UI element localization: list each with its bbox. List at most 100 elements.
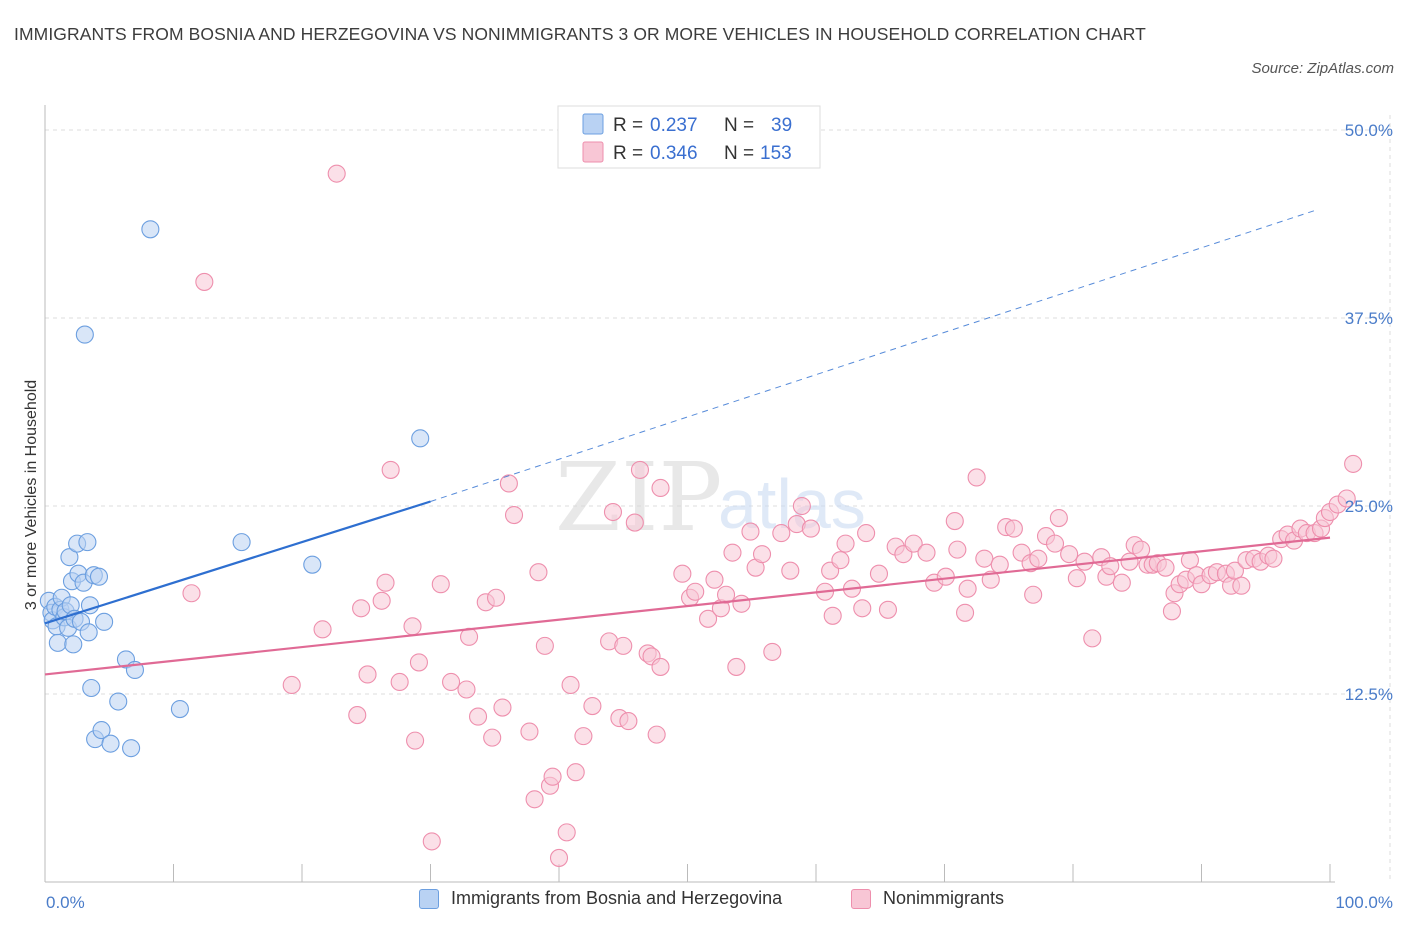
gridlines: [45, 115, 1391, 882]
point-bosnia: [109, 692, 128, 711]
point-nonimmigrants: [327, 164, 346, 183]
point-nonimmigrants: [566, 763, 585, 782]
legend-r-label: R =: [613, 115, 643, 136]
point-nonimmigrants: [619, 712, 638, 731]
point-nonimmigrants: [348, 706, 367, 725]
point-nonimmigrants: [603, 502, 623, 522]
point-nonimmigrants: [823, 606, 842, 625]
point-nonimmigrants: [853, 599, 872, 618]
point-nonimmigrants: [673, 564, 692, 583]
point-nonimmigrants: [376, 573, 395, 592]
point-nonimmigrants: [699, 609, 718, 628]
y-tick-labels: 12.5% 25.0% 37.5% 50.0%: [1345, 121, 1393, 704]
point-nonimmigrants: [705, 570, 724, 589]
legend-swatch-pink: [851, 888, 871, 909]
point-bosnia: [64, 635, 83, 654]
point-nonimmigrants: [651, 478, 670, 498]
point-nonimmigrants: [904, 534, 923, 553]
point-nonimmigrants: [431, 575, 450, 594]
legend-r-value: 0.346: [650, 143, 698, 164]
point-nonimmigrants: [878, 600, 898, 619]
point-nonimmigrants: [282, 675, 301, 695]
axes: [44, 105, 1335, 883]
point-nonimmigrants: [1112, 573, 1131, 592]
point-nonimmigrants: [630, 460, 650, 479]
point-nonimmigrants: [529, 563, 548, 582]
point-nonimmigrants: [182, 584, 201, 603]
watermark-zip: ZIP: [555, 443, 722, 553]
point-nonimmigrants: [442, 672, 461, 692]
y-tick-label: 12.5%: [1345, 685, 1393, 704]
point-nonimmigrants: [1156, 558, 1175, 577]
point-nonimmigrants: [381, 460, 400, 479]
point-nonimmigrants: [504, 505, 524, 525]
point-nonimmigrants: [857, 524, 876, 543]
point-nonimmigrants: [723, 543, 742, 562]
point-nonimmigrants: [549, 848, 569, 867]
series-nonimmigrants: [182, 164, 1363, 867]
legend-n-label: N =: [724, 143, 754, 164]
legend-n-value: 153: [760, 143, 792, 164]
point-nonimmigrants: [422, 832, 441, 851]
point-nonimmigrants: [390, 672, 409, 692]
point-nonimmigrants: [958, 579, 977, 598]
point-bosnia: [232, 533, 251, 552]
point-nonimmigrants: [686, 582, 705, 601]
point-nonimmigrants: [647, 725, 666, 744]
point-nonimmigrants: [574, 727, 593, 746]
point-nonimmigrants: [917, 543, 936, 562]
point-nonimmigrants: [741, 522, 760, 541]
point-nonimmigrants: [457, 680, 476, 699]
point-nonimmigrants: [1162, 602, 1181, 621]
bottom-legend: Immigrants from Bosnia and Herzegovina N…: [0, 888, 1406, 918]
point-nonimmigrants: [781, 561, 800, 580]
point-nonimmigrants: [836, 534, 855, 553]
point-nonimmigrants: [358, 665, 377, 684]
point-nonimmigrants: [956, 603, 975, 622]
point-nonimmigrants: [831, 551, 850, 570]
point-bosnia: [75, 325, 94, 344]
legend-r-value: 0.237: [650, 115, 698, 136]
point-bosnia: [122, 739, 141, 758]
point-nonimmigrants: [1344, 454, 1363, 473]
legend-swatch-blue: [582, 113, 604, 135]
correlation-legend: R = 0.237 N = 39 R = 0.346 N = 153: [557, 105, 821, 169]
point-nonimmigrants: [732, 594, 751, 613]
point-bosnia: [82, 678, 101, 698]
point-nonimmigrants: [727, 657, 746, 676]
point-nonimmigrants: [936, 567, 955, 586]
point-nonimmigrants: [525, 790, 544, 809]
point-nonimmigrants: [493, 698, 512, 717]
legend-label-nonimmigrants: Nonimmigrants: [883, 888, 1005, 908]
legend-n-label: N =: [724, 115, 754, 136]
trend-line-bosnia: [44, 500, 431, 625]
trend-line-nonimmigrants: [44, 536, 1331, 676]
legend-swatch-blue: [419, 888, 439, 909]
chart-title: IMMIGRANTS FROM BOSNIA AND HERZEGOVINA V…: [14, 24, 1146, 44]
point-nonimmigrants: [772, 524, 791, 543]
point-nonimmigrants: [625, 513, 644, 532]
x-tick-label-min: 0.0%: [46, 893, 85, 912]
point-nonimmigrants: [1029, 549, 1048, 568]
point-nonimmigrants: [752, 545, 772, 564]
legend-swatch-pink: [582, 141, 604, 163]
point-nonimmigrants: [409, 653, 428, 672]
point-nonimmigrants: [195, 272, 214, 291]
y-axis-title: 3 or more Vehicles in Household: [23, 380, 40, 610]
y-tick-label: 50.0%: [1345, 121, 1393, 140]
point-nonimmigrants: [1225, 561, 1244, 580]
point-nonimmigrants: [792, 496, 811, 516]
point-nonimmigrants: [651, 657, 670, 676]
point-bosnia: [78, 533, 97, 552]
point-nonimmigrants: [406, 731, 425, 750]
point-nonimmigrants: [1045, 534, 1065, 553]
point-nonimmigrants: [520, 722, 539, 741]
point-bosnia: [48, 633, 67, 652]
point-nonimmigrants: [486, 588, 506, 607]
point-nonimmigrants: [1132, 540, 1151, 559]
point-nonimmigrants: [945, 512, 964, 531]
point-bosnia: [79, 623, 98, 642]
point-bosnia: [141, 220, 160, 239]
legend-r-label: R =: [613, 143, 643, 164]
